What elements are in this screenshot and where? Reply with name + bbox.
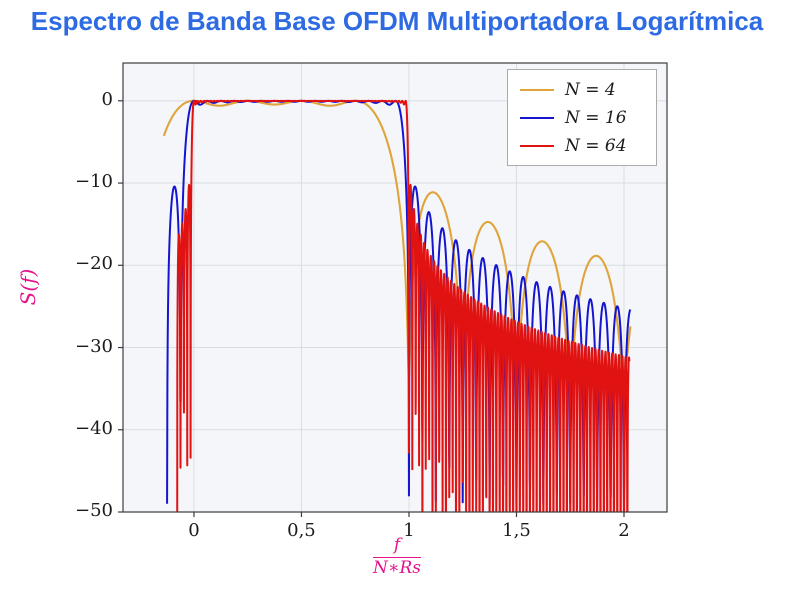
x-axis-label-fraction: f N∗Rs [373,535,421,578]
y-tick-label: −50 [75,500,113,521]
legend-line-swatch [520,117,554,119]
page-title: Espectro de Banda Base OFDM Multiportado… [30,6,764,36]
legend-item: N = 4 [520,76,646,104]
y-tick-label: −40 [75,417,113,439]
y-tick-label: −30 [75,335,113,357]
legend-item: N = 64 [520,132,646,160]
legend-line-swatch [520,89,554,91]
chart-area: 0 0,5 1 1,5 2 0 −10 −20 −30 −40 −50 [0,48,794,548]
y-tick-label: −10 [75,171,113,193]
legend-line-swatch [520,145,554,147]
y-tick-label: −20 [75,253,113,275]
y-axis-label: S(f) [16,268,40,306]
legend-label: N = 4 [565,80,616,100]
legend: N = 4 N = 16 N = 64 [507,69,657,166]
legend-label: N = 64 [565,136,627,156]
y-tick-label: 0 [101,88,113,110]
x-tick-label: 1 [403,520,415,541]
x-tick-label: 1,5 [502,520,531,541]
x-axis-label: f N∗Rs [0,535,794,578]
legend-item: N = 16 [520,104,646,132]
fraction-denominator: N∗Rs [373,557,421,578]
legend-label: N = 16 [565,108,627,128]
x-tick-label: 2 [618,520,630,541]
spectrum-plot-canvas [0,48,794,548]
fraction-numerator: f [373,535,421,558]
x-tick-label: 0 [188,520,200,541]
x-tick-label: 0,5 [287,520,316,541]
